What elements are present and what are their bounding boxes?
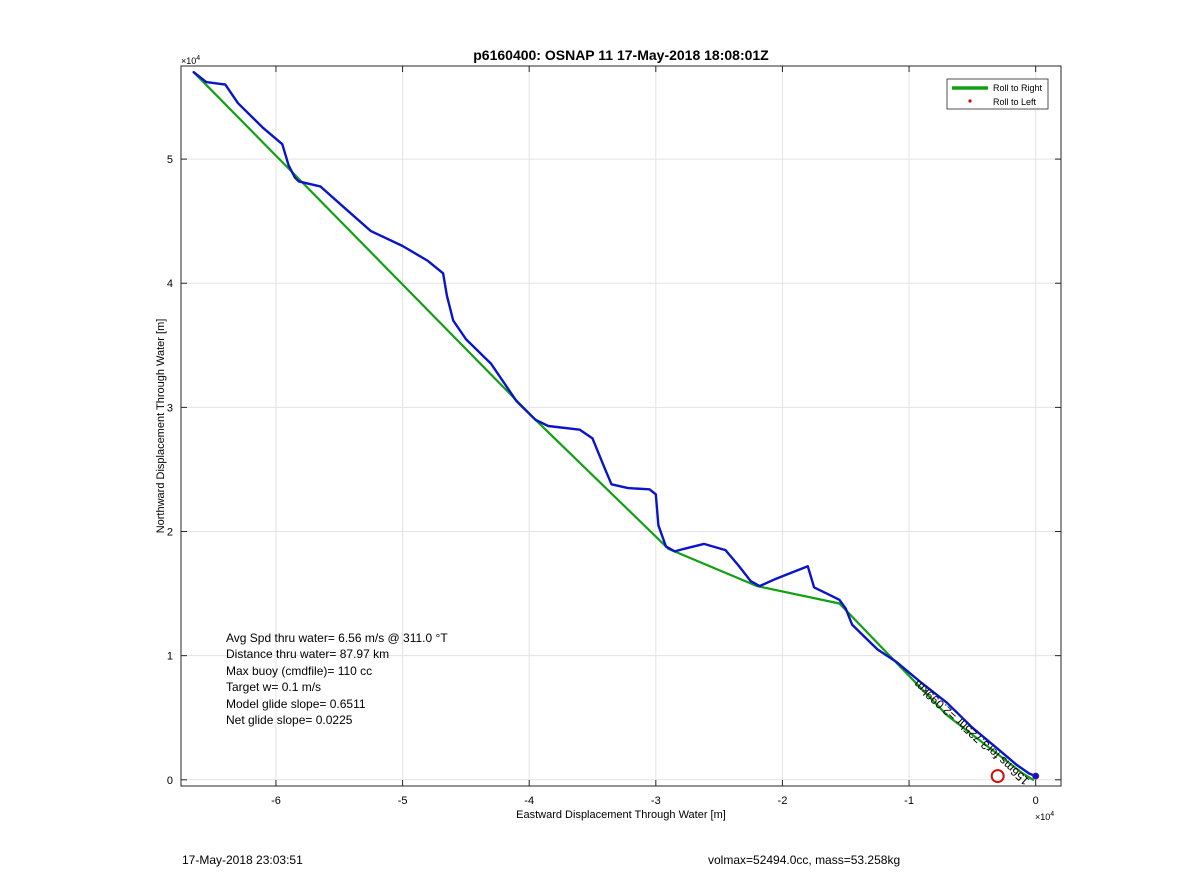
y-axis-label: Northward Displacement Through Water [m] [155,319,167,534]
stat-net-glide: Net glide slope= 0.0225 [226,713,353,727]
y-tick-label: 0 [167,775,173,787]
x-exponent-power: 4 [1050,811,1054,818]
axes-box [180,65,1062,787]
x-exponent-label: ×104 [1035,811,1054,822]
x-tick-label: -1 [904,795,914,807]
series-line-roll-right [192,71,1035,781]
tick-layer: -6 -5 -4 -3 -2 -1 0 0 1 2 3 4 5 [167,66,1061,807]
marker-layer [990,769,1040,784]
y-tick-label: 3 [167,402,173,414]
y-tick-label: 1 [167,651,173,663]
legend-label-roll-left: Roll to Left [993,97,1037,107]
y-exponent-label: ×104 [181,55,200,66]
x-tick-label: -6 [271,795,281,807]
y-exponent-power: 4 [196,55,200,62]
x-tick-label: -5 [398,795,408,807]
stat-distance: Distance thru water= 87.97 km [226,647,389,661]
series-layer [192,70,1037,781]
legend: Roll to Right Roll to Left [946,78,1049,110]
x-tick-label: 0 [1033,795,1039,807]
x-tick-label: -4 [524,795,534,807]
stat-target-w: Target w= 0.1 m/s [226,680,321,694]
x-exponent-base: ×10 [1035,812,1050,822]
y-exponent-base: ×10 [181,56,196,66]
stats-block: Avg Spd thru water= 6.56 m/s @ 311.0 °T … [226,631,448,727]
x-tick-label: -2 [778,795,788,807]
legend-label-roll-right: Roll to Right [993,83,1043,93]
stat-max-buoy: Max buoy (cmdfile)= 110 cc [226,664,372,678]
y-tick-label: 2 [167,527,173,539]
legend-dot-roll-left [968,99,972,103]
chart-title: p6160400: OSNAP 11 17-May-2018 18:08:01Z [473,47,769,63]
surface-circle-marker [990,769,1005,784]
svg-text:×104: ×104 [1035,811,1054,822]
diagonal-annotation: 156ms for3.725hr =2.099km [911,677,1032,788]
footer-summary: volmax=52494.0cc, mass=53.258kg [708,853,901,867]
stat-model-glide: Model glide slope= 0.6511 [226,697,366,711]
y-tick-label: 4 [167,278,173,290]
series-line-track [192,70,1037,778]
end-point-marker [1032,772,1040,780]
y-tick-label: 5 [167,154,173,166]
footer-timestamp: 17-May-2018 23:03:51 [182,853,303,867]
stat-avg-speed: Avg Spd thru water= 6.56 m/s @ 311.0 °T [226,631,448,645]
x-tick-label: -3 [651,795,661,807]
legend-box [946,78,1049,110]
grid-lines [181,66,1061,786]
x-axis-label: Eastward Displacement Through Water [m] [516,809,726,821]
svg-text:×104: ×104 [181,55,200,66]
